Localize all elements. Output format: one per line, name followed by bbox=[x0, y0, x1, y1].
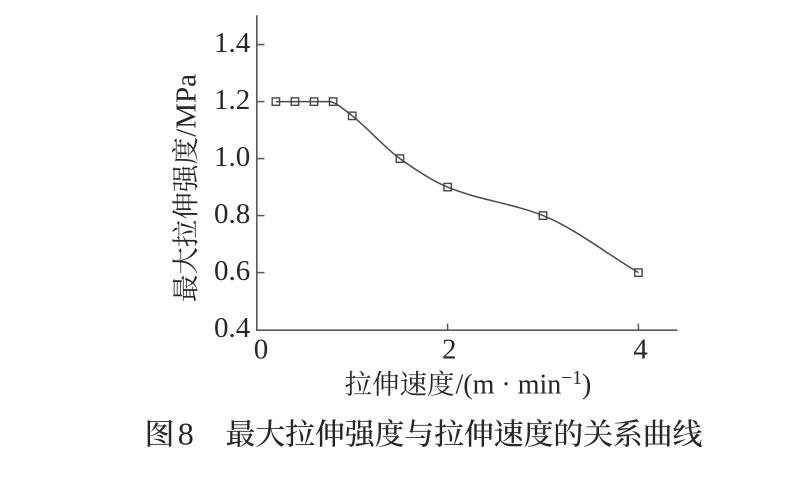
svg-text:2: 2 bbox=[442, 334, 457, 366]
svg-text:1.2: 1.2 bbox=[214, 84, 250, 116]
svg-text:1.0: 1.0 bbox=[214, 141, 250, 173]
svg-text:4: 4 bbox=[633, 334, 648, 366]
svg-text:0: 0 bbox=[254, 334, 269, 366]
svg-text:0.8: 0.8 bbox=[214, 198, 250, 230]
svg-text:0.6: 0.6 bbox=[214, 255, 250, 287]
svg-text:1.4: 1.4 bbox=[214, 27, 251, 59]
svg-text:8: 8 bbox=[178, 416, 194, 452]
svg-text:0.4: 0.4 bbox=[214, 312, 251, 344]
svg-text:/MPa: /MPa bbox=[170, 74, 202, 137]
